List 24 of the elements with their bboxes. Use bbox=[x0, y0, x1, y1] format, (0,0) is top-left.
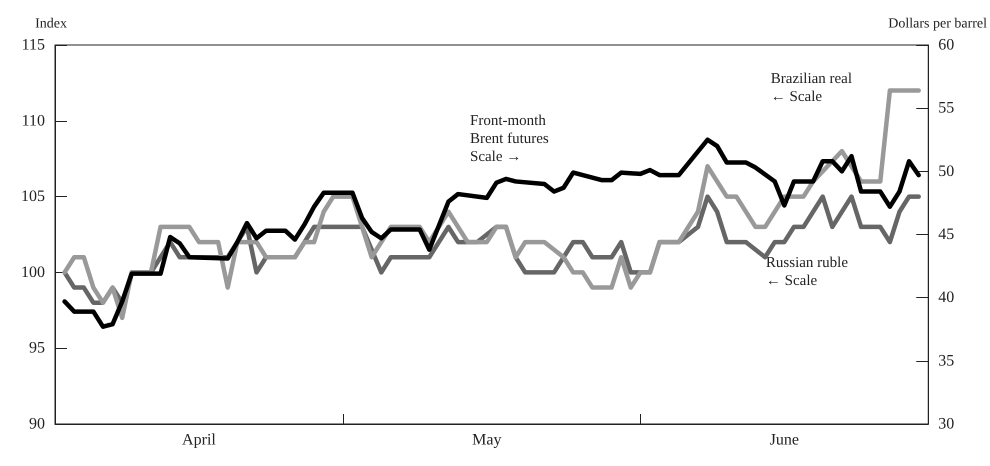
y2-tick-label: 40 bbox=[938, 289, 954, 306]
text: Front-month Brent futures bbox=[470, 113, 549, 147]
x-tick-label: April bbox=[182, 432, 216, 448]
y-tick-label: 100 bbox=[21, 264, 45, 281]
y-tick-label: 110 bbox=[22, 112, 45, 130]
x-tick-label: May bbox=[472, 432, 502, 448]
y2-tick-label: 55 bbox=[938, 100, 954, 117]
y-tick-label: 105 bbox=[21, 188, 45, 206]
text: Brazilian real bbox=[770, 71, 852, 87]
y2-tick-label: 50 bbox=[938, 162, 954, 180]
y2-axis-title: Dollars per barrel bbox=[888, 16, 988, 32]
annotation: ← Scale bbox=[770, 89, 822, 105]
y2-tick-label: 45 bbox=[938, 226, 954, 243]
y-tick-label: 90 bbox=[29, 416, 45, 432]
y2-tick-label: 35 bbox=[938, 352, 954, 370]
y-axis-title: Index bbox=[35, 16, 67, 32]
y-tick-label: 95 bbox=[29, 340, 45, 357]
y2-tick-label: 30 bbox=[938, 416, 954, 432]
y2-tick-label: 60 bbox=[938, 36, 954, 54]
annotation: ← Scale bbox=[766, 273, 818, 289]
x-tick-label: June bbox=[770, 432, 799, 448]
series-label: Russian ruble bbox=[766, 255, 848, 271]
annotation: Scale → bbox=[470, 149, 522, 165]
y-tick-label: 115 bbox=[22, 36, 45, 54]
